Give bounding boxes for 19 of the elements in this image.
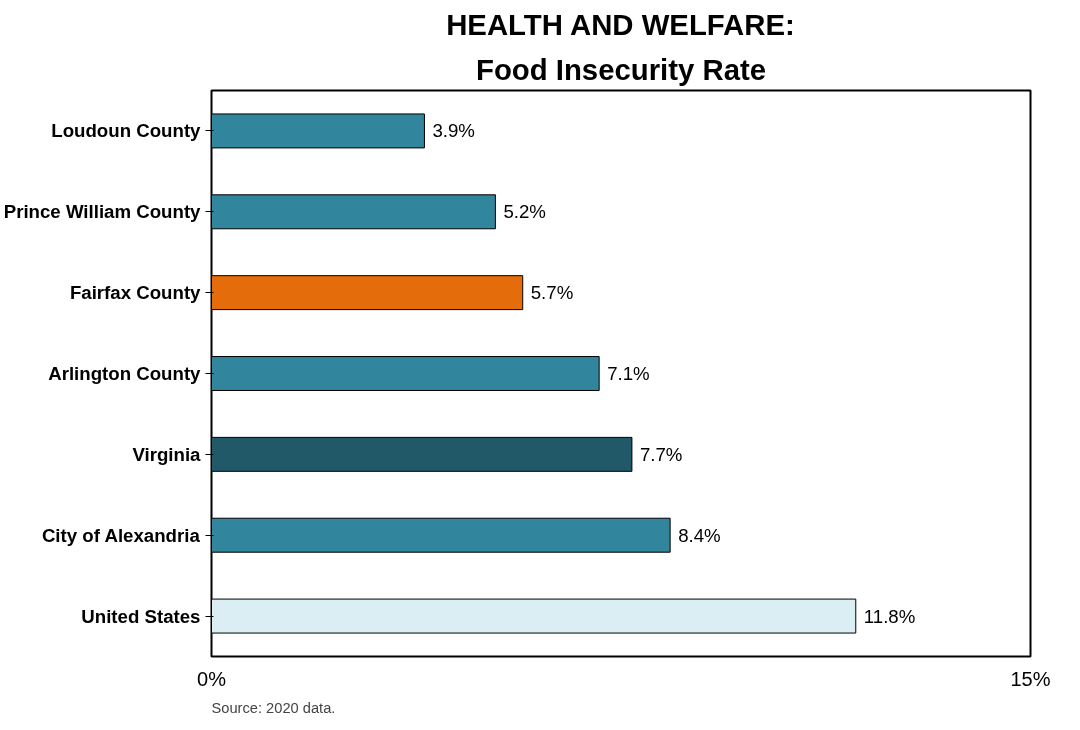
- y-tick-label: Arlington County: [48, 363, 202, 384]
- y-tick-label: Virginia: [132, 443, 202, 465]
- chart-title: HEALTH AND WELFARE:: [446, 7, 795, 41]
- data-label: 11.8%: [863, 605, 916, 627]
- y-tick-label: United States: [81, 605, 201, 627]
- x-tick-label: 15%: [1010, 667, 1051, 690]
- data-label: 5.2%: [503, 201, 546, 223]
- y-tick-label: Fairfax County: [69, 282, 202, 304]
- data-label: 3.9%: [432, 120, 475, 142]
- source-note: Source: 2020 data.: [211, 699, 336, 716]
- y-tick-label: Prince William County: [3, 201, 202, 223]
- y-tick-label: Loudoun County: [51, 120, 202, 142]
- chart-subtitle: Food Insecurity Rate: [475, 52, 767, 86]
- data-label: 7.7%: [639, 443, 683, 465]
- data-label: 5.7%: [530, 282, 574, 304]
- data-label: 8.4%: [678, 524, 721, 546]
- data-label: 7.1%: [607, 363, 650, 384]
- y-tick-label: City of Alexandria: [41, 524, 201, 546]
- x-tick-label: 0%: [197, 667, 227, 690]
